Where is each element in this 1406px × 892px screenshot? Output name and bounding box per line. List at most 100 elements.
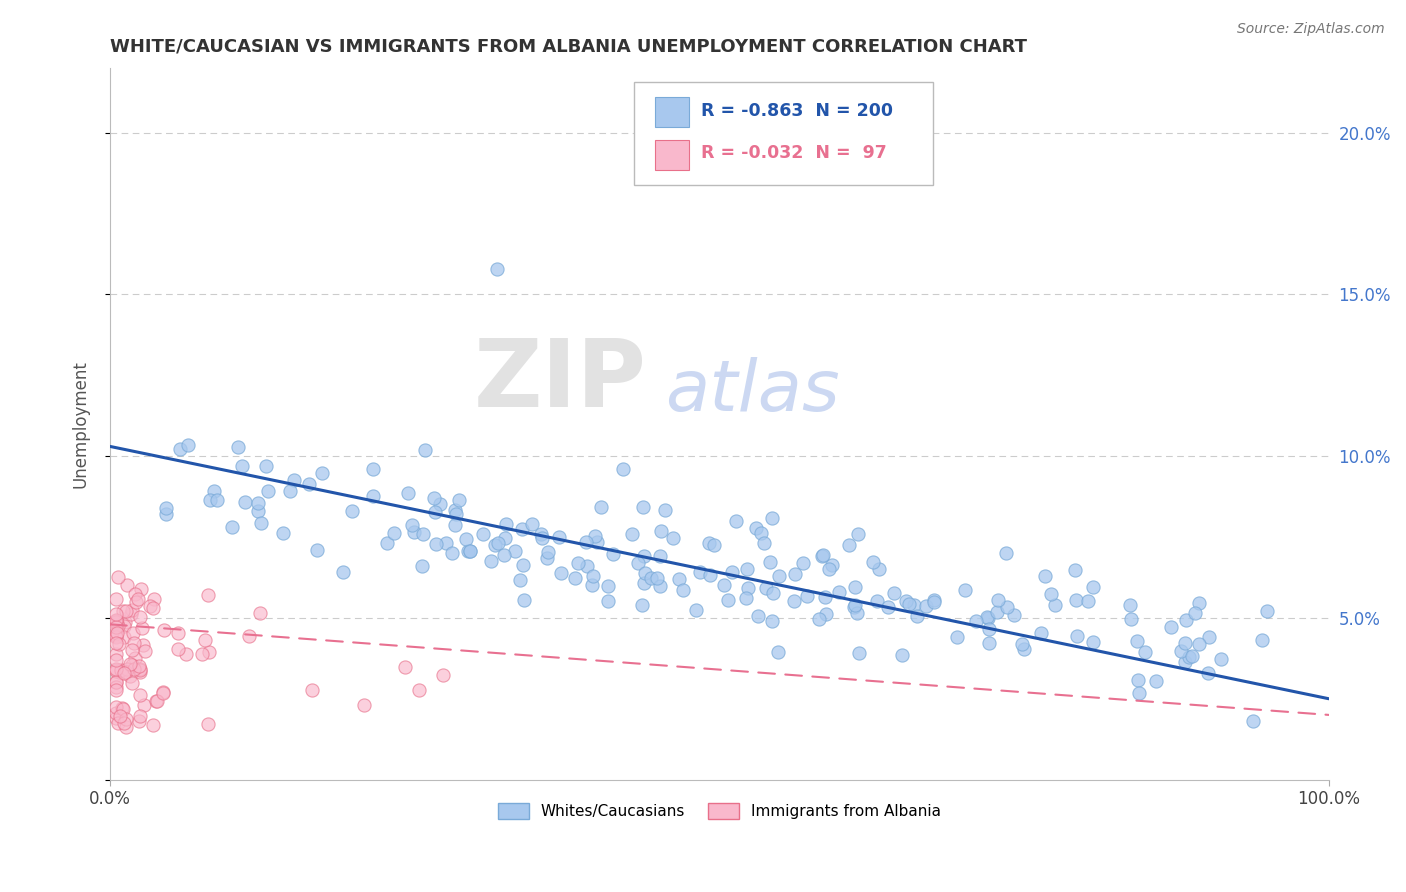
Point — [105, 613, 128, 627]
Point — [631, 500, 654, 514]
Point — [699, 568, 721, 582]
Point — [924, 595, 946, 609]
Point — [987, 593, 1010, 607]
Point — [807, 612, 830, 626]
Point — [1126, 673, 1149, 687]
Point — [1012, 641, 1035, 656]
Point — [648, 549, 671, 563]
Point — [204, 484, 226, 499]
Point — [108, 709, 131, 723]
Point — [697, 536, 720, 550]
Point — [650, 524, 672, 538]
Point — [115, 578, 138, 592]
Point — [631, 598, 654, 612]
Point — [256, 483, 278, 498]
Point — [1081, 580, 1104, 594]
Point — [1160, 620, 1182, 634]
Point — [530, 526, 553, 541]
Text: WHITE/CAUCASIAN VS IMMIGRANTS FROM ALBANIA UNEMPLOYMENT CORRELATION CHART: WHITE/CAUCASIAN VS IMMIGRANTS FROM ALBAN… — [110, 37, 1026, 55]
Point — [1188, 637, 1211, 651]
Point — [105, 615, 128, 630]
Point — [485, 261, 508, 276]
Point — [111, 700, 134, 714]
Point — [118, 669, 141, 683]
Point — [647, 571, 669, 585]
Point — [811, 549, 834, 563]
Point — [105, 683, 128, 698]
Point — [382, 526, 405, 541]
Y-axis label: Unemployment: Unemployment — [72, 359, 89, 488]
Point — [108, 637, 131, 651]
Point — [768, 569, 790, 583]
Point — [458, 544, 481, 558]
Point — [122, 636, 145, 650]
Point — [404, 524, 426, 539]
Point — [1133, 645, 1156, 659]
Point — [340, 504, 363, 518]
Point — [668, 573, 690, 587]
Point — [412, 526, 434, 541]
Point — [124, 586, 146, 600]
Point — [112, 630, 135, 644]
Point — [844, 581, 866, 595]
Point — [976, 610, 998, 624]
Point — [965, 614, 987, 628]
Point — [844, 600, 866, 615]
Point — [411, 559, 433, 574]
Point — [353, 698, 375, 713]
Point — [672, 582, 695, 597]
Point — [129, 582, 152, 596]
Point — [754, 536, 776, 550]
Point — [129, 610, 152, 624]
Point — [894, 594, 917, 608]
Point — [142, 718, 165, 732]
Point — [986, 605, 1008, 619]
Point — [105, 630, 128, 644]
Point — [110, 663, 132, 677]
Point — [122, 626, 145, 640]
Point — [155, 507, 177, 521]
Point — [363, 489, 385, 503]
Point — [848, 646, 870, 660]
Point — [200, 492, 222, 507]
Point — [120, 657, 142, 672]
Point — [128, 659, 150, 673]
Point — [1188, 595, 1211, 609]
Point — [121, 603, 143, 617]
Text: R = -0.032  N =  97: R = -0.032 N = 97 — [702, 145, 887, 162]
Point — [120, 607, 142, 621]
Point — [759, 555, 782, 569]
Point — [129, 663, 152, 677]
Point — [205, 493, 228, 508]
Point — [394, 660, 416, 674]
Point — [191, 647, 214, 661]
Point — [1197, 666, 1219, 681]
Point — [1077, 594, 1099, 608]
Point — [1243, 714, 1265, 729]
Point — [194, 633, 217, 648]
Point — [1039, 587, 1062, 601]
Point — [1251, 632, 1274, 647]
Point — [633, 575, 655, 590]
Point — [197, 717, 219, 731]
Point — [105, 706, 128, 720]
Point — [105, 627, 128, 641]
Point — [115, 663, 138, 677]
Point — [865, 594, 887, 608]
Point — [735, 561, 758, 575]
Point — [846, 607, 869, 621]
Point — [169, 442, 191, 456]
Point — [685, 602, 707, 616]
Point — [1198, 630, 1220, 644]
Point — [591, 500, 613, 514]
FancyBboxPatch shape — [634, 82, 932, 186]
Point — [472, 527, 495, 541]
Point — [444, 507, 467, 521]
Point — [661, 531, 683, 545]
Point — [235, 494, 257, 508]
Point — [361, 462, 384, 476]
Point — [486, 536, 509, 550]
Point — [620, 527, 643, 541]
Point — [1043, 598, 1066, 612]
Point — [105, 675, 128, 690]
